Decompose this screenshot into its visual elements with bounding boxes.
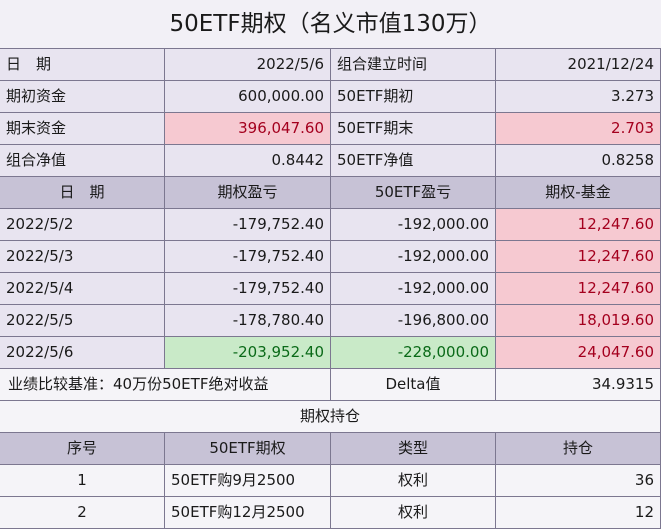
daily-row-option-pnl[interactable]: -179,752.40: [165, 209, 331, 241]
etf-initial-value[interactable]: 3.273: [496, 81, 661, 113]
initial-funds-label: 期初资金: [0, 81, 165, 113]
summary-table: 日 期 2022/5/6 组合建立时间 2021/12/24 期初资金 600,…: [0, 49, 661, 433]
delta-label: Delta值: [331, 369, 496, 401]
daily-row-date[interactable]: 2022/5/6: [0, 337, 165, 369]
holdings-row-index[interactable]: 2: [0, 497, 165, 529]
final-funds-value[interactable]: 396,047.60: [165, 113, 331, 145]
holdings-row-position[interactable]: 12: [496, 497, 661, 529]
daily-row-date[interactable]: 2022/5/5: [0, 305, 165, 337]
daily-header-diff: 期权-基金: [496, 177, 661, 209]
daily-row-option-pnl[interactable]: -178,780.40: [165, 305, 331, 337]
daily-row-date[interactable]: 2022/5/2: [0, 209, 165, 241]
holdings-row-index[interactable]: 1: [0, 465, 165, 497]
benchmark-label: 业绩比较基准：40万份50ETF绝对收益: [0, 369, 331, 401]
date-label: 日 期: [0, 49, 165, 81]
daily-row-diff[interactable]: 12,247.60: [496, 209, 661, 241]
daily-row-option-pnl[interactable]: -179,752.40: [165, 241, 331, 273]
daily-row-diff[interactable]: 12,247.60: [496, 241, 661, 273]
initial-funds-value[interactable]: 600,000.00: [165, 81, 331, 113]
daily-row-etf-pnl[interactable]: -192,000.00: [331, 241, 496, 273]
sheet-title: 50ETF期权（名义市值130万）: [0, 0, 661, 49]
etf-final-value[interactable]: 2.703: [496, 113, 661, 145]
daily-row-date[interactable]: 2022/5/4: [0, 273, 165, 305]
portfolio-nav-label: 组合净值: [0, 145, 165, 177]
daily-row-diff[interactable]: 24,047.60: [496, 337, 661, 369]
daily-row-etf-pnl[interactable]: -192,000.00: [331, 273, 496, 305]
holdings-header-index: 序号: [0, 433, 165, 465]
etf-initial-label: 50ETF期初: [331, 81, 496, 113]
daily-header-etf-pnl: 50ETF盈亏: [331, 177, 496, 209]
holdings-table: 序号 50ETF期权 类型 持仓 1 50ETF购9月2500 权利 36 2 …: [0, 433, 661, 529]
holdings-row-contract[interactable]: 50ETF购12月2500: [165, 497, 331, 529]
delta-value[interactable]: 34.9315: [496, 369, 661, 401]
daily-row-etf-pnl[interactable]: -196,800.00: [331, 305, 496, 337]
daily-row-option-pnl[interactable]: -179,752.40: [165, 273, 331, 305]
build-time-value[interactable]: 2021/12/24: [496, 49, 661, 81]
final-funds-label: 期末资金: [0, 113, 165, 145]
daily-header-option-pnl: 期权盈亏: [165, 177, 331, 209]
daily-row-option-pnl[interactable]: -203,952.40: [165, 337, 331, 369]
daily-row-etf-pnl[interactable]: -228,000.00: [331, 337, 496, 369]
holdings-header-type: 类型: [331, 433, 496, 465]
etf-nav-value[interactable]: 0.8258: [496, 145, 661, 177]
etf-final-label: 50ETF期末: [331, 113, 496, 145]
holdings-row-type[interactable]: 权利: [331, 465, 496, 497]
holdings-header-contract: 50ETF期权: [165, 433, 331, 465]
holdings-header-position: 持仓: [496, 433, 661, 465]
daily-header-date: 日 期: [0, 177, 165, 209]
etf-nav-label: 50ETF净值: [331, 145, 496, 177]
daily-row-date[interactable]: 2022/5/3: [0, 241, 165, 273]
portfolio-nav-value[interactable]: 0.8442: [165, 145, 331, 177]
holdings-title: 期权持仓: [0, 401, 661, 433]
date-value[interactable]: 2022/5/6: [165, 49, 331, 81]
daily-row-etf-pnl[interactable]: -192,000.00: [331, 209, 496, 241]
holdings-row-type[interactable]: 权利: [331, 497, 496, 529]
holdings-row-position[interactable]: 36: [496, 465, 661, 497]
daily-row-diff[interactable]: 18,019.60: [496, 305, 661, 337]
daily-row-diff[interactable]: 12,247.60: [496, 273, 661, 305]
build-time-label: 组合建立时间: [331, 49, 496, 81]
holdings-row-contract[interactable]: 50ETF购9月2500: [165, 465, 331, 497]
